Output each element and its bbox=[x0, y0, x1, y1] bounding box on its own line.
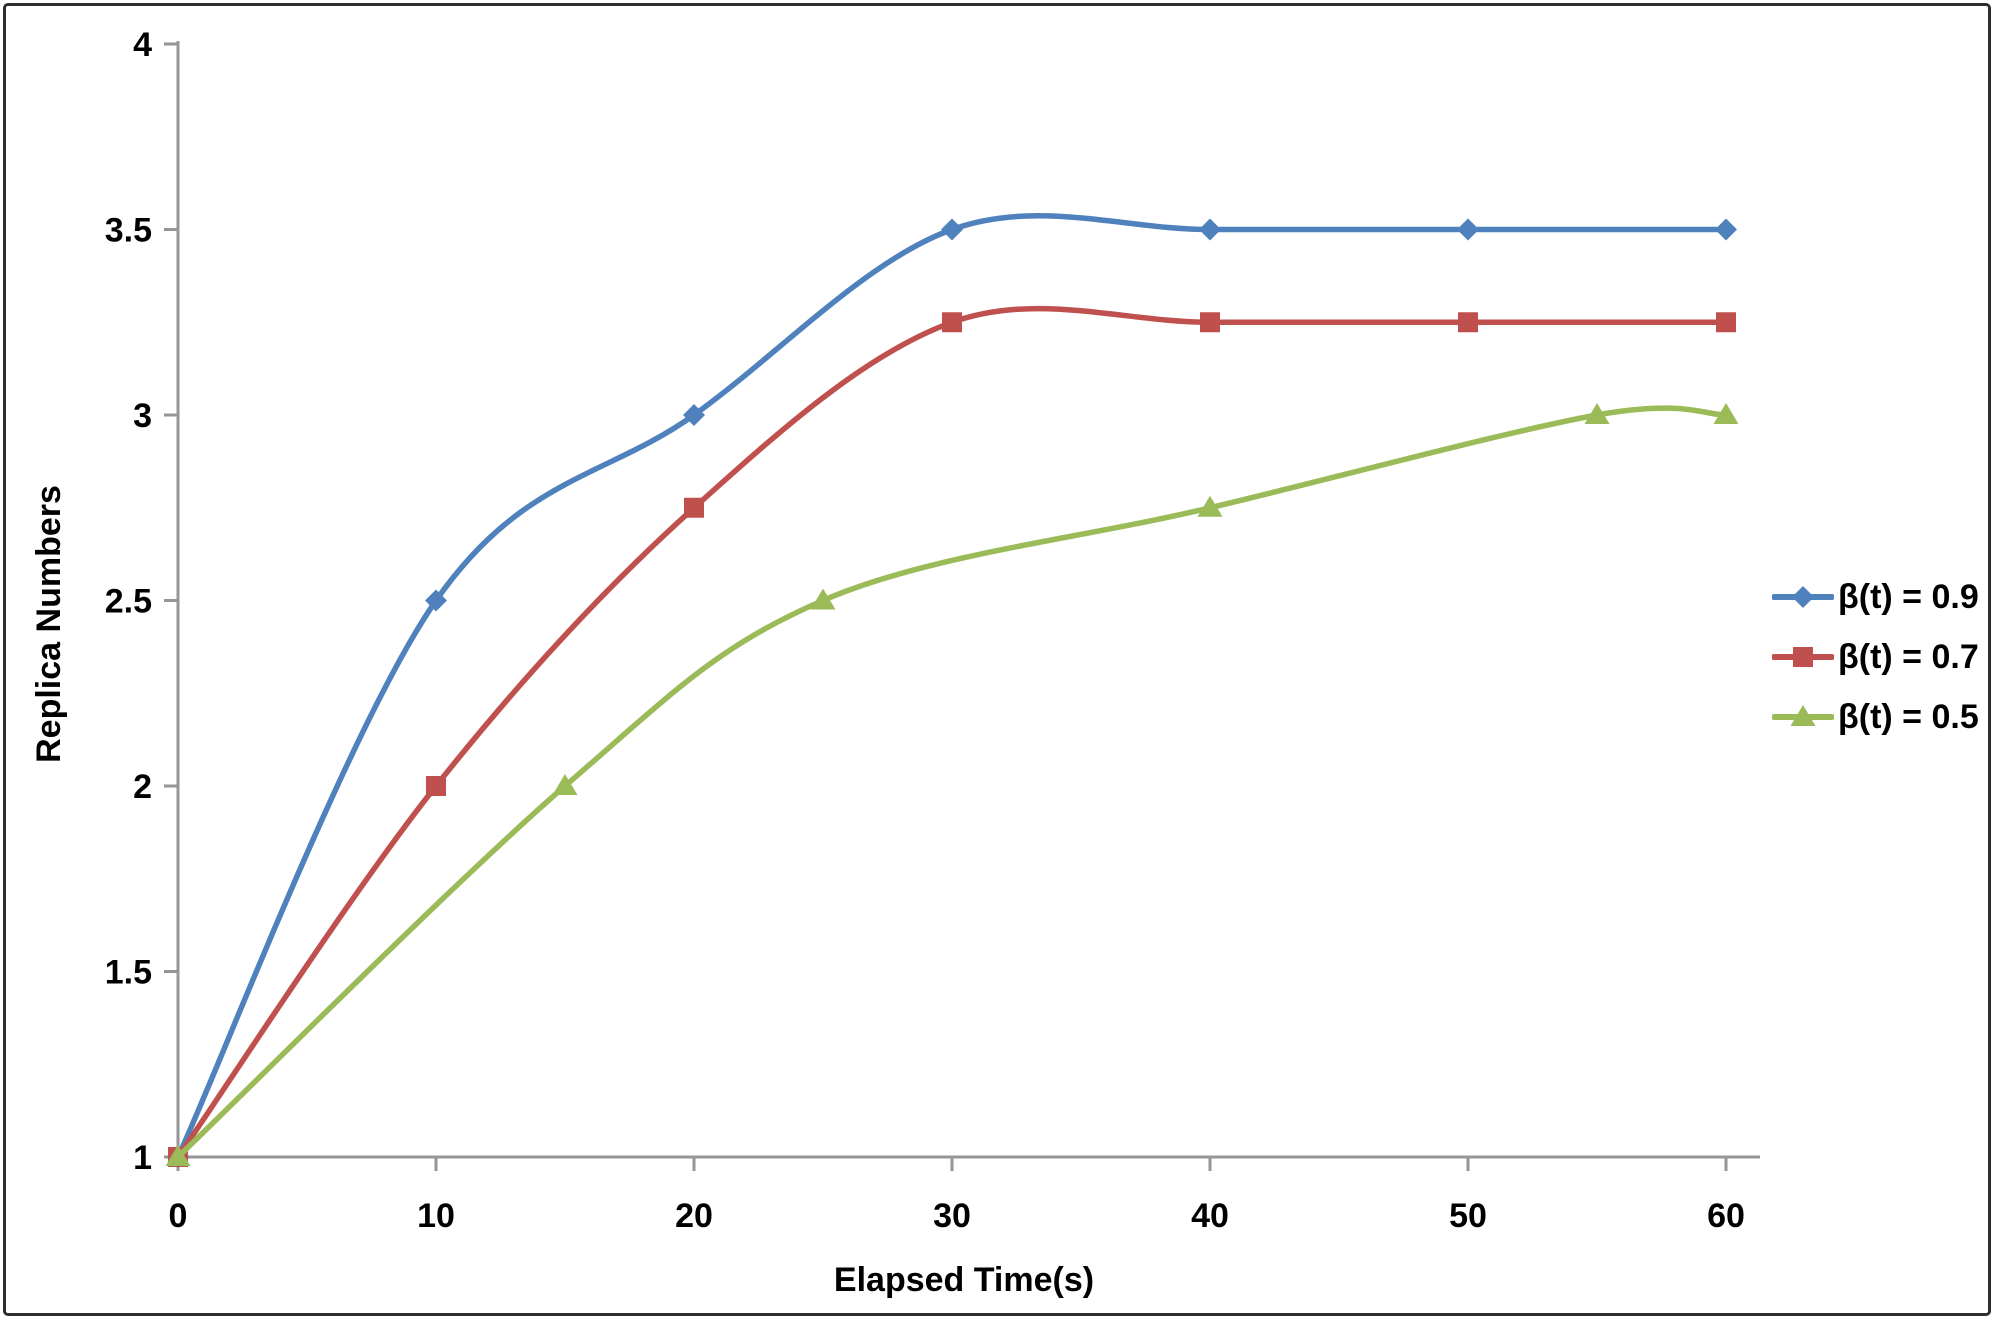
series-marker-square bbox=[684, 497, 704, 518]
line-square-marker-icon bbox=[1772, 647, 1834, 667]
legend-item-beta-0.5: β(t) = 0.5 bbox=[1772, 698, 1979, 736]
x-tick-label: 60 bbox=[1707, 1197, 1745, 1235]
chart-frame: 1 1.5 2 2.5 3 3.5 4 0 10 20 30 40 50 60 Replica Numbe… bbox=[3, 3, 1991, 1316]
y-axis-title: Replica Numbers bbox=[30, 485, 68, 763]
legend-item-beta-0.9: β(t) = 0.9 bbox=[1772, 578, 1979, 616]
series-marker-triangle bbox=[1197, 495, 1223, 517]
y-tick-label: 1 bbox=[133, 1139, 152, 1177]
x-tick-label: 0 bbox=[169, 1197, 188, 1235]
x-tick-label: 50 bbox=[1449, 1197, 1487, 1235]
chart-canvas: 11.522.533.540 10 20 30 40 50 60 Replica Numbe… bbox=[30, 26, 1760, 1299]
legend: β(t) = 0.9 β(t) = 0.7 β(t) = 0.5 bbox=[1772, 578, 1979, 736]
series-line-2 bbox=[175, 405, 1729, 1160]
y-tick-label: 4 bbox=[133, 26, 152, 64]
y-tick-label: 3.5 bbox=[105, 212, 152, 250]
series-marker-square bbox=[1458, 312, 1478, 333]
y-tick-label: 2 bbox=[133, 768, 152, 806]
series-marker-diamond bbox=[941, 218, 963, 241]
y-tick-label: 2.5 bbox=[105, 583, 152, 621]
legend-diamond-icon bbox=[1792, 586, 1814, 608]
series-marker-triangle bbox=[1584, 403, 1610, 424]
series-marker-square bbox=[426, 776, 446, 796]
series-marker-triangle bbox=[552, 774, 578, 795]
x-tick-label: 10 bbox=[417, 1197, 455, 1235]
series-marker-square bbox=[1716, 312, 1736, 333]
series-marker-triangle bbox=[165, 1145, 191, 1166]
series-marker-diamond bbox=[425, 589, 447, 612]
series-marker-diamond bbox=[1715, 218, 1737, 241]
x-tick-label: 40 bbox=[1191, 1197, 1229, 1235]
legend-item-beta-0.7: β(t) = 0.7 bbox=[1772, 638, 1979, 676]
x-tick-label: 20 bbox=[675, 1197, 713, 1235]
series-marker-diamond bbox=[683, 404, 705, 426]
legend-label: β(t) = 0.7 bbox=[1838, 638, 1979, 676]
series-marker-diamond bbox=[1199, 218, 1221, 241]
legend-label: β(t) = 0.5 bbox=[1838, 698, 1979, 736]
series-marker-diamond bbox=[1457, 218, 1479, 241]
series-marker-triangle bbox=[810, 588, 836, 610]
y-tick-label: 3 bbox=[133, 397, 152, 435]
x-axis-title: Elapsed Time(s) bbox=[834, 1261, 1094, 1299]
legend-square-icon bbox=[1793, 647, 1813, 667]
series-marker-square bbox=[942, 312, 962, 333]
series-marker-triangle bbox=[1713, 403, 1739, 424]
series-line-0 bbox=[175, 213, 1729, 1160]
legend-triangle-icon bbox=[1790, 705, 1816, 726]
legend-label: β(t) = 0.9 bbox=[1838, 578, 1979, 616]
line-diamond-marker-icon bbox=[1772, 586, 1834, 608]
line-triangle-marker-icon bbox=[1772, 705, 1834, 726]
series-marker-square bbox=[1200, 312, 1220, 333]
y-tick-label: 1.5 bbox=[105, 954, 152, 992]
x-tick-label: 30 bbox=[933, 1197, 971, 1235]
plot-area: 11.522.533.540 10 20 30 40 50 60 bbox=[105, 26, 1760, 1235]
